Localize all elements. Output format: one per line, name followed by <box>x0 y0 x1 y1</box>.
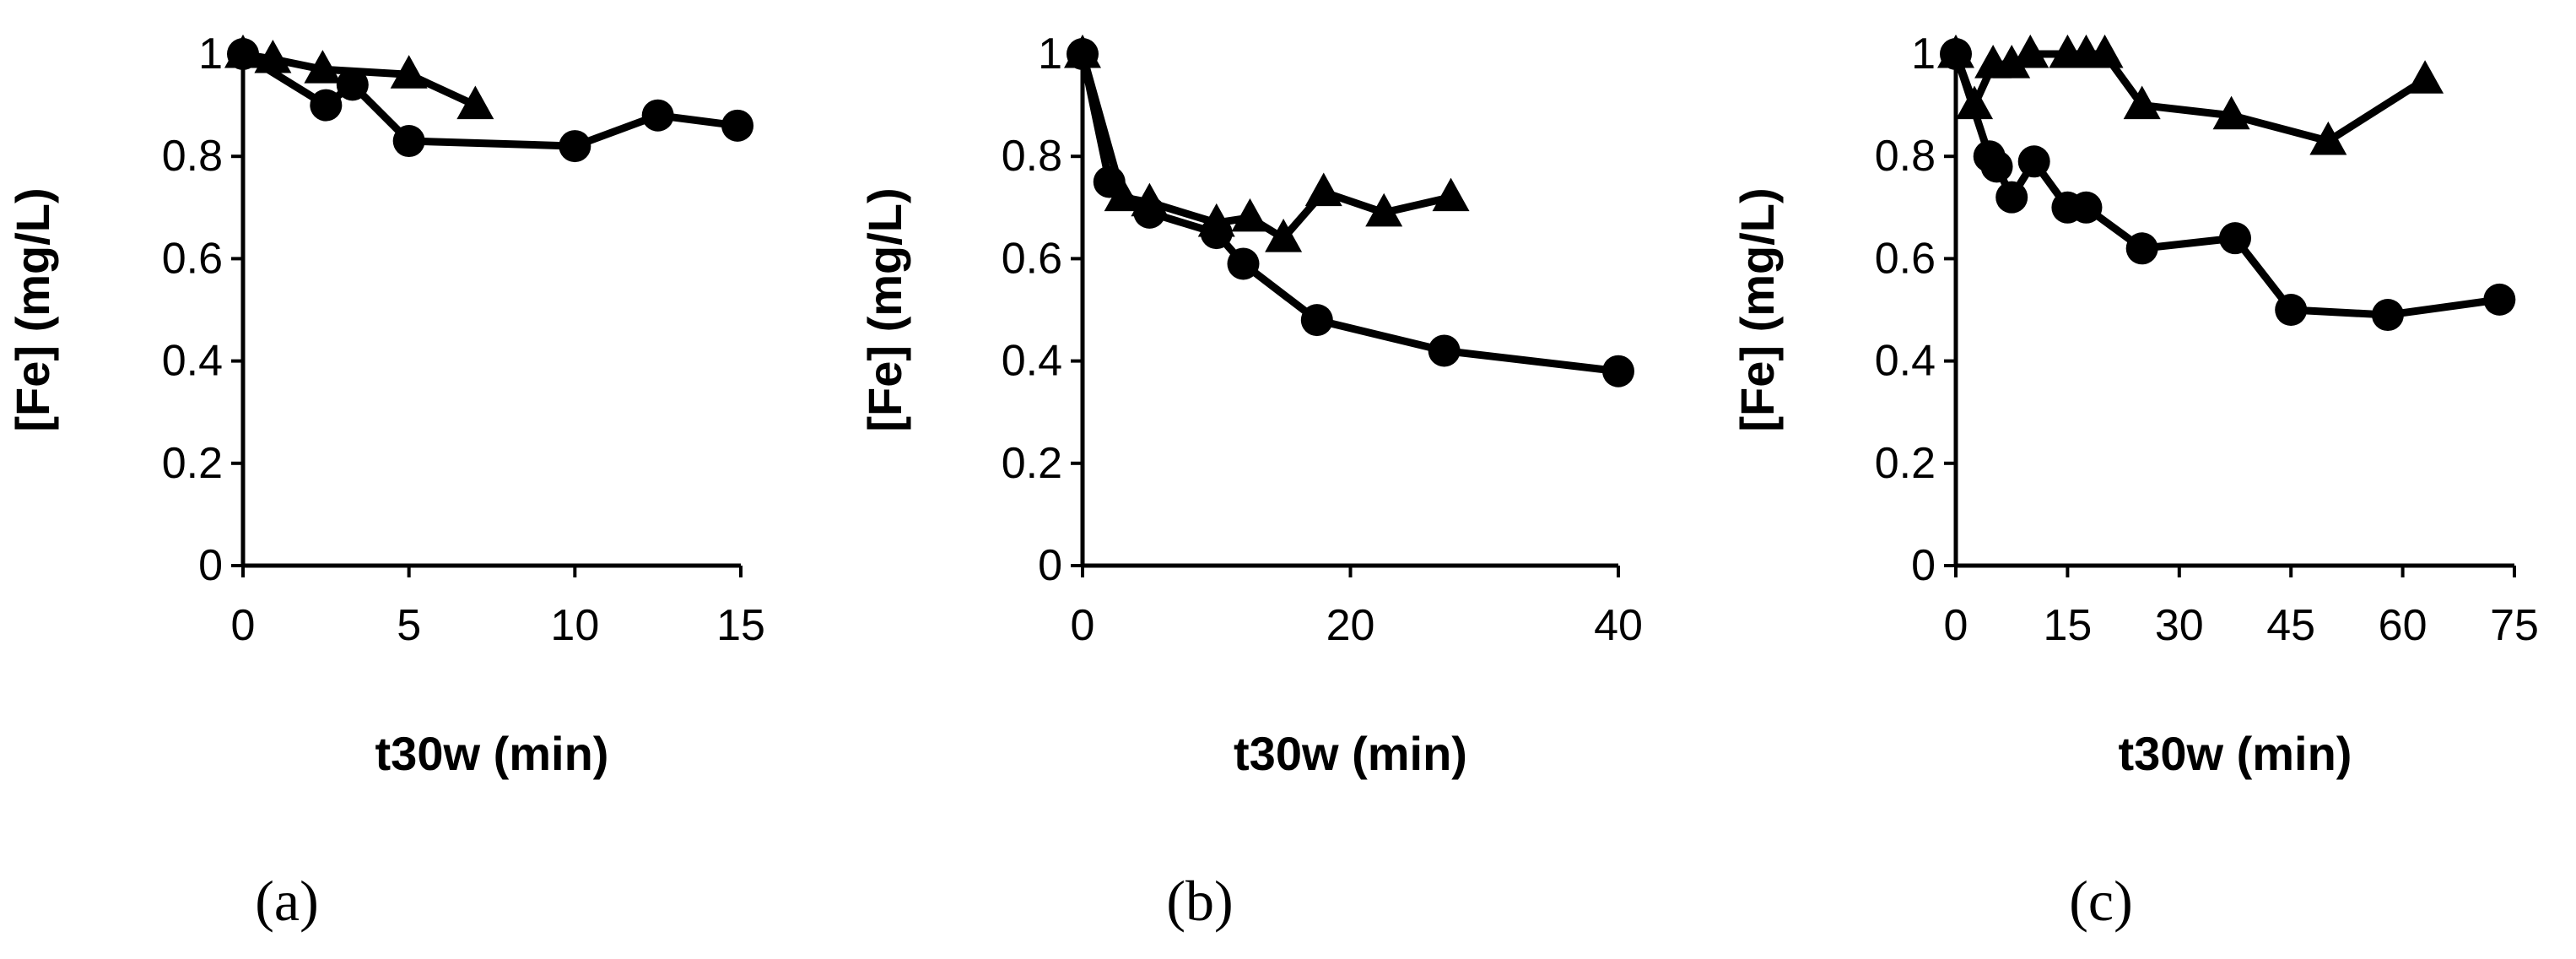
data-point-triangle <box>2309 121 2347 155</box>
y-tick-label: 0.8 <box>1002 132 1062 181</box>
data-point-circle <box>1995 181 2028 214</box>
data-point-circle <box>2275 294 2308 326</box>
data-point-triangle <box>1365 192 1403 227</box>
x-tick-label: 30 <box>2155 601 2204 650</box>
data-point-triangle <box>2212 95 2250 130</box>
data-point-triangle <box>2012 34 2049 68</box>
data-point-triangle <box>2406 60 2444 94</box>
data-point-triangle <box>1993 45 2031 79</box>
data-point-circle <box>336 68 369 101</box>
y-tick-label: 0.6 <box>1002 234 1062 283</box>
data-point-circle <box>2371 299 2404 332</box>
y-tick-label: 0 <box>198 541 223 590</box>
y-tick-label: 0.6 <box>162 234 223 283</box>
data-point-circle <box>721 109 754 142</box>
y-tick-label: 0.8 <box>162 132 223 181</box>
data-point-circle <box>1980 150 2013 183</box>
x-tick-label: 0 <box>231 601 256 650</box>
data-point-circle <box>1428 334 1461 367</box>
data-point-circle <box>1227 247 1260 280</box>
chart-panel-2: 0 0.2 0.4 0.6 0.8 1 0 20 40 t30w (min) [Fe] (mg/L)… <box>858 30 1643 933</box>
data-point-triangle <box>2123 85 2161 120</box>
data-point-triangle <box>1197 203 1235 237</box>
data-point-triangle <box>224 34 262 68</box>
y-tick-label: 0.8 <box>1875 132 1936 181</box>
data-point-triangle <box>1265 219 1303 252</box>
data-point-triangle <box>1937 34 1974 68</box>
y-tick-label: 1 <box>1038 30 1062 79</box>
data-point-circle <box>2219 222 2251 255</box>
x-tick-label: 5 <box>397 601 421 650</box>
y-tick-label: 1 <box>1911 30 1936 79</box>
data-point-circle <box>310 89 343 122</box>
data-point-triangle <box>1104 177 1142 212</box>
data-point-triangle <box>390 55 428 89</box>
y-axis-title: [Fe] (mg/L) <box>1731 187 1784 431</box>
y-tick-label: 0.2 <box>1875 439 1936 488</box>
data-point-triangle <box>2086 34 2124 68</box>
data-point-circle <box>2017 145 2050 178</box>
y-tick-label: 0.6 <box>1875 234 1936 283</box>
x-tick-label: 0 <box>1071 601 1095 650</box>
data-point-triangle <box>254 39 292 73</box>
y-tick-label: 0.2 <box>1002 439 1062 488</box>
y-tick-label: 0.4 <box>1875 337 1936 386</box>
x-tick-label: 15 <box>716 601 765 650</box>
data-point-triangle <box>1064 34 1101 68</box>
y-tick-label: 0 <box>1038 541 1062 590</box>
data-point-triangle <box>1131 182 1169 217</box>
x-tick-label: 45 <box>2266 601 2315 650</box>
y-axis-title: [Fe] (mg/L) <box>6 187 59 431</box>
data-point-circle <box>2483 283 2516 316</box>
data-point-circle <box>392 125 425 158</box>
x-tick-label: 20 <box>1326 601 1375 650</box>
chart-panel-3: 0 0.2 0.4 0.6 0.8 1 0 15 30 45 60 75 t30w (min) [Fe] … <box>1731 30 2539 933</box>
x-tick-label: 60 <box>2379 601 2427 650</box>
data-point-circle <box>2125 232 2158 265</box>
data-point-triangle <box>1231 198 1269 232</box>
y-tick-label: 0.4 <box>162 337 223 386</box>
data-point-triangle <box>1432 177 1470 212</box>
data-point-triangle <box>456 85 494 120</box>
y-tick-label: 0.4 <box>1002 337 1062 386</box>
y-axis-title: [Fe] (mg/L) <box>858 187 911 431</box>
data-point-triangle <box>1956 85 1994 120</box>
data-point-circle <box>2070 191 2103 224</box>
x-tick-label: 40 <box>1594 601 1643 650</box>
x-tick-label: 10 <box>550 601 599 650</box>
x-tick-label: 0 <box>1944 601 1968 650</box>
panel-label: (b) <box>1166 869 1233 933</box>
data-point-triangle <box>304 50 342 84</box>
data-point-circle <box>1300 304 1333 337</box>
data-point-triangle <box>1304 172 1342 207</box>
data-point-circle <box>559 130 591 163</box>
y-tick-label: 1 <box>198 30 223 79</box>
x-axis-title: t30w (min) <box>1234 727 1467 780</box>
y-tick-label: 0 <box>1911 541 1936 590</box>
panel-label: (a) <box>255 869 318 933</box>
panel-label: (c) <box>2069 869 2132 933</box>
x-axis-title: t30w (min) <box>375 727 609 780</box>
data-point-circle <box>1602 355 1634 387</box>
y-tick-label: 0.2 <box>162 439 223 488</box>
data-point-circle <box>641 99 674 132</box>
x-tick-label: 15 <box>2043 601 2092 650</box>
x-tick-label: 75 <box>2490 601 2539 650</box>
x-axis-title: t30w (min) <box>2119 727 2352 780</box>
